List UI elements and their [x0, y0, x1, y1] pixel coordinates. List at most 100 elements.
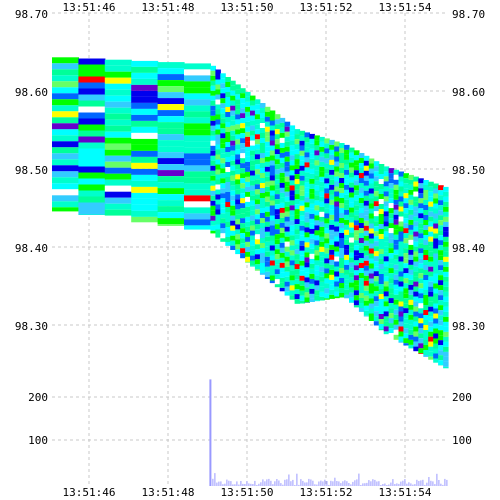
heat-cell-836 — [304, 202, 310, 208]
heat-cell-789 — [299, 140, 306, 146]
heat-cell-143 — [184, 111, 211, 118]
heat-cell-78 — [104, 209, 132, 216]
heat-cell-683 — [284, 126, 291, 132]
heat-cell-1195 — [358, 223, 365, 228]
volume-bar-102 — [416, 479, 418, 486]
heat-cell-1095 — [344, 189, 350, 195]
volume-bar-22 — [256, 485, 258, 486]
heat-cell-570 — [264, 246, 271, 252]
volume-bar-90 — [392, 479, 394, 486]
y-tick-left-98-60: 98.60 — [15, 86, 48, 99]
heat-cell-558 — [264, 186, 271, 192]
heat-cell-872 — [309, 208, 315, 214]
heat-cell-1214 — [363, 160, 370, 166]
heat-cell-374 — [240, 123, 246, 129]
heat-cell-1683 — [428, 291, 434, 297]
heat-cell-477 — [254, 124, 261, 130]
heat-cell-522 — [259, 178, 266, 183]
heat-cell-1794 — [443, 306, 449, 312]
heat-cell-985 — [324, 273, 330, 279]
heat-cell-991 — [329, 139, 335, 145]
heat-cell-532 — [259, 228, 266, 233]
heat-cell-150 — [184, 153, 211, 160]
heat-cell-1260 — [368, 228, 375, 234]
heat-cell-1223 — [363, 205, 370, 211]
heat-cell-1663 — [428, 191, 434, 197]
volume-bar-35 — [282, 484, 284, 486]
heat-cell-649 — [279, 127, 286, 133]
heat-cell-1544 — [408, 299, 414, 305]
heat-cell-1737 — [438, 205, 444, 211]
heat-cell-1520 — [408, 179, 414, 185]
heat-cell-1113 — [344, 279, 350, 285]
volume-bar-49 — [310, 479, 312, 486]
volume-bar-86 — [384, 483, 386, 486]
heat-cell-1576 — [413, 286, 419, 292]
heat-cell-1224 — [363, 210, 370, 216]
heat-cell-711 — [284, 266, 291, 272]
heat-cell-983 — [324, 263, 330, 269]
heat-cell-1241 — [363, 295, 370, 301]
heat-cell-169 — [210, 95, 216, 101]
heat-cell-772 — [294, 229, 301, 235]
heat-cell-239 — [220, 113, 226, 119]
heat-cell-668 — [279, 222, 286, 228]
heat-cell-72 — [104, 173, 132, 180]
heat-cell-706 — [284, 241, 291, 247]
heat-cell-1122 — [349, 172, 355, 178]
heat-cell-936 — [319, 191, 325, 197]
x-tick-bottom-13-51-54: 13:51:54 — [379, 486, 432, 499]
heat-cell-1761 — [438, 325, 444, 331]
heat-cell-1595 — [418, 208, 424, 214]
heat-cell-190 — [210, 200, 216, 206]
heat-cell-898 — [314, 170, 320, 176]
heat-cell-1415 — [393, 174, 400, 180]
heat-cell-1468 — [398, 266, 404, 272]
heat-cell-1115 — [344, 289, 350, 295]
heat-cell-1075 — [339, 243, 345, 248]
heat-cell-1386 — [388, 198, 395, 204]
heat-cell-104 — [131, 204, 159, 211]
heat-cell-480 — [254, 139, 261, 145]
heat-cell-483 — [254, 154, 261, 160]
heat-cell-845 — [304, 247, 310, 253]
volume-bar-11 — [234, 484, 236, 486]
heat-cell-1105 — [344, 239, 350, 245]
heat-cell-535 — [259, 243, 266, 248]
volume-bar-34 — [280, 483, 282, 486]
heat-cell-33 — [78, 100, 106, 107]
heat-cell-495 — [254, 214, 261, 220]
heat-cell-285 — [225, 177, 231, 182]
heat-cell-451 — [250, 165, 256, 171]
heat-cell-1686 — [428, 306, 434, 312]
heat-cell-1295 — [373, 241, 380, 247]
heat-cell-1706 — [433, 228, 439, 234]
heat-cell-635 — [274, 229, 281, 235]
heat-cell-1491 — [403, 208, 409, 214]
heat-cell-1703 — [433, 213, 439, 219]
heat-cell-811 — [299, 250, 306, 256]
heat-cell-746 — [289, 270, 296, 276]
heat-cell-1552 — [408, 339, 414, 345]
heat-cell-1126 — [349, 192, 355, 198]
heat-cell-197 — [215, 69, 221, 75]
heat-cell-1326 — [378, 234, 385, 239]
heat-cell-1537 — [408, 264, 414, 270]
heat-cell-207 — [215, 119, 221, 125]
heat-cell-16 — [52, 153, 79, 160]
heat-cell-256 — [220, 198, 226, 204]
heat-cell-266 — [225, 82, 231, 87]
heat-cell-1219 — [363, 185, 370, 191]
heat-cell-1433 — [393, 264, 400, 270]
heat-cell-935 — [319, 186, 325, 192]
volume-bar-32 — [276, 479, 278, 486]
heat-cell-1046 — [334, 256, 340, 262]
heat-cell-350 — [235, 169, 241, 175]
heat-cell-953 — [319, 276, 325, 282]
heat-cell-181 — [210, 155, 216, 161]
heat-cell-403 — [245, 96, 251, 102]
heat-cell-271 — [225, 107, 231, 112]
heat-cell-1722 — [433, 308, 439, 314]
heat-cell-1573 — [413, 271, 419, 277]
heat-cell-1655 — [423, 330, 429, 335]
